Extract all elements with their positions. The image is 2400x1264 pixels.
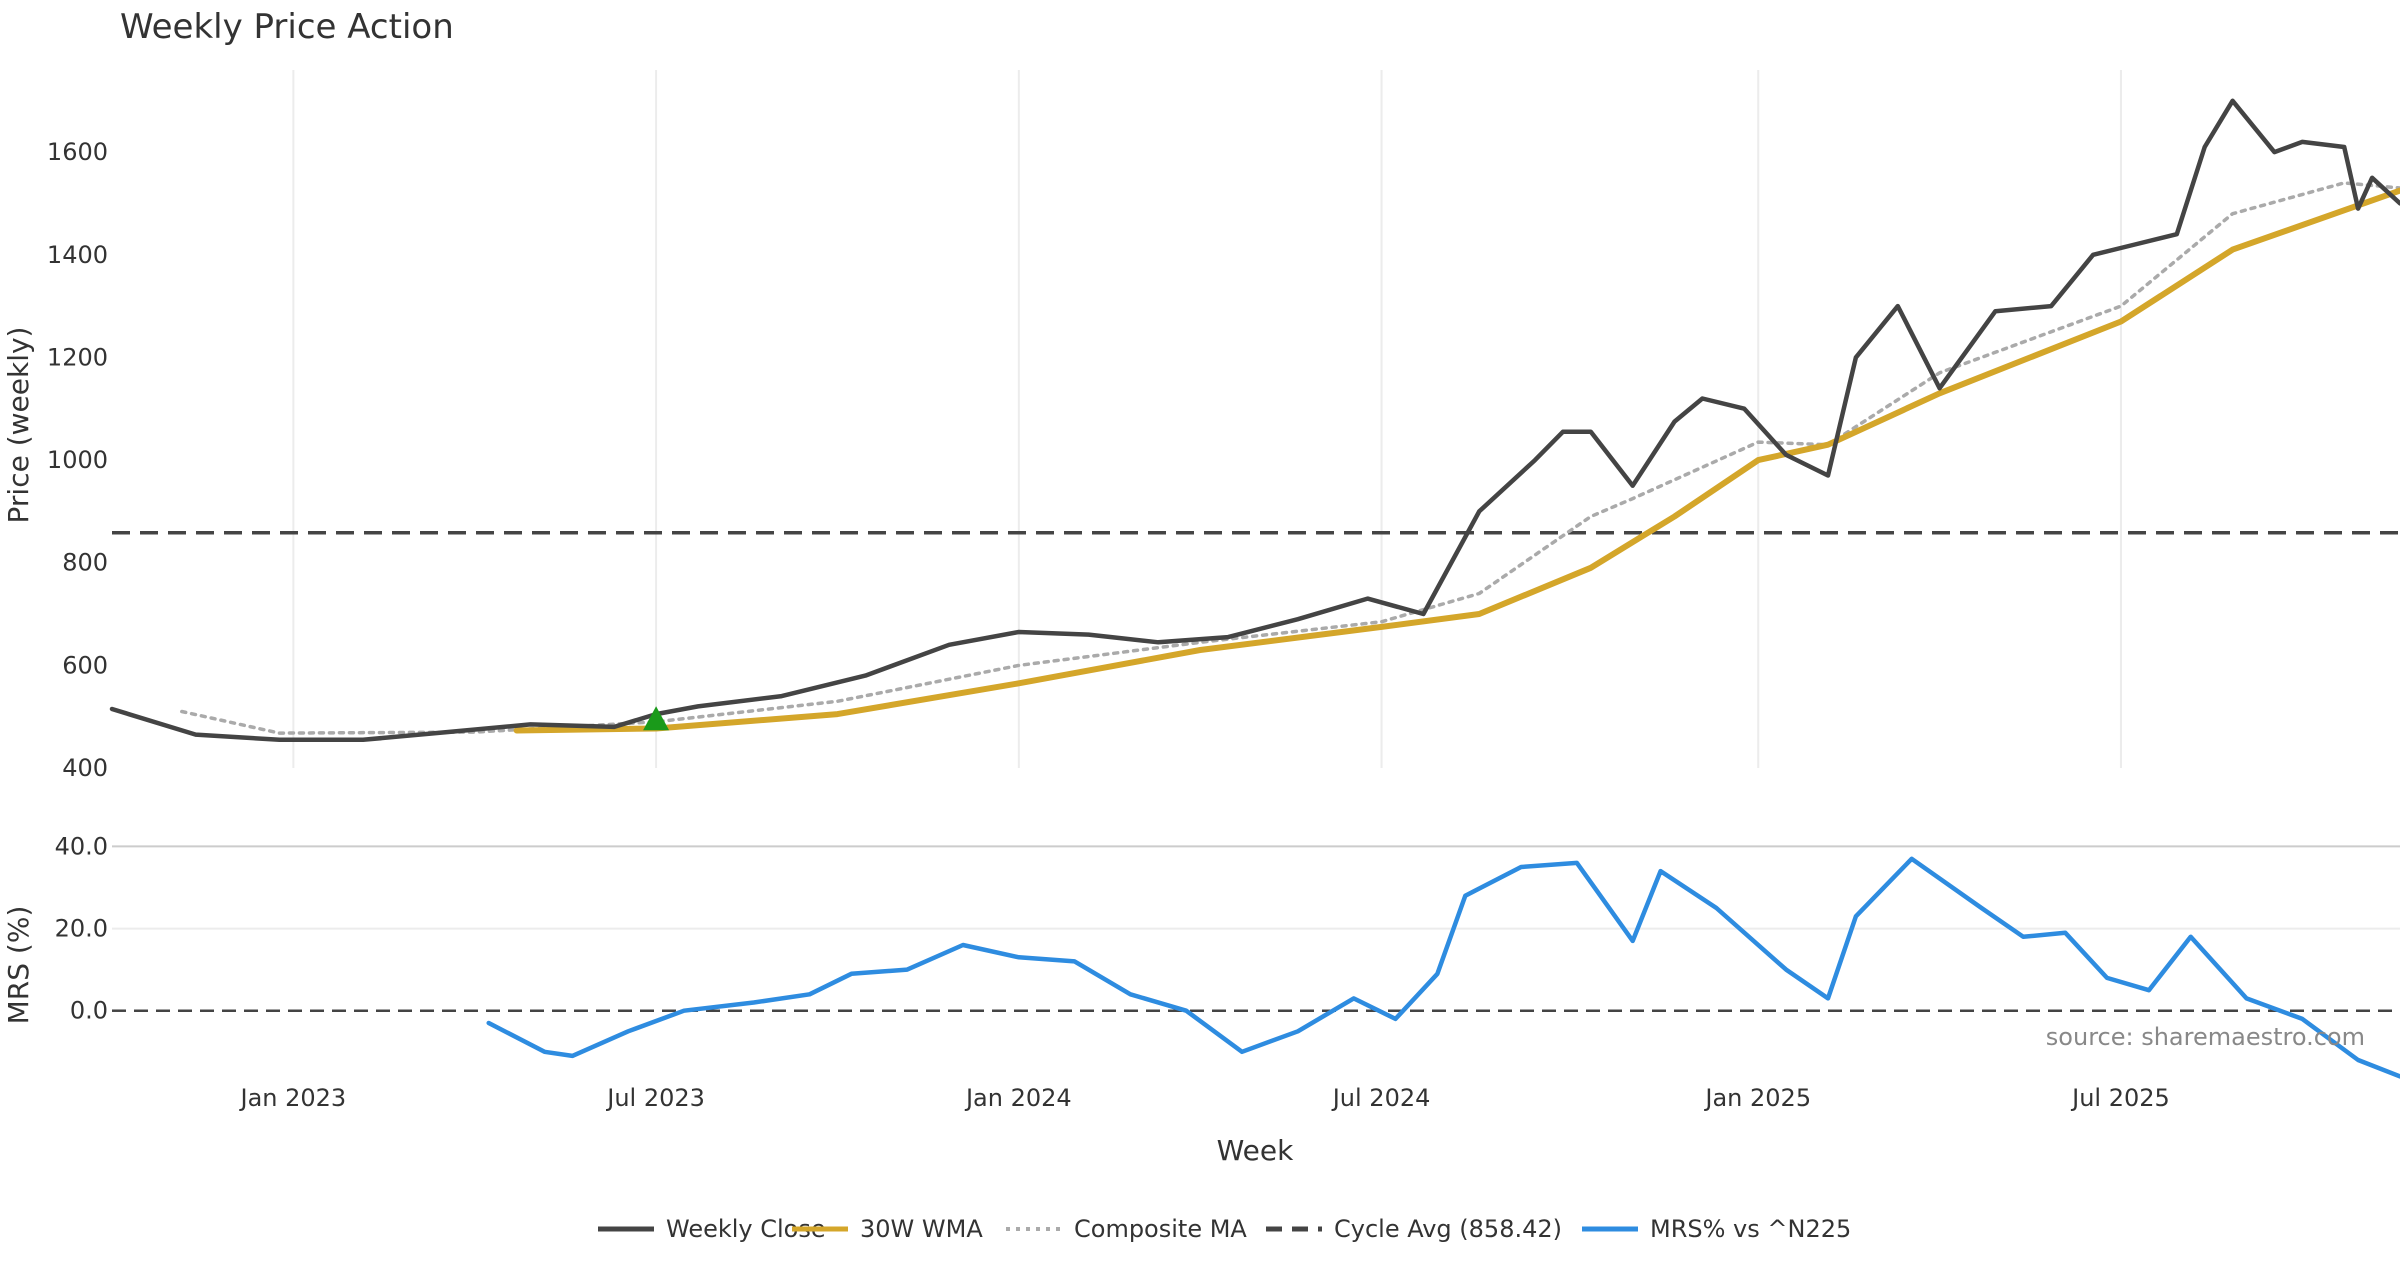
price-y-axis-title: Price (weekly) <box>2 327 35 524</box>
price-y-tick-label: 1600 <box>47 138 108 166</box>
price-y-tick-label: 800 <box>62 549 108 577</box>
series-line-30w-wma <box>513 187 2400 734</box>
source-note: source: sharemaestro.com <box>2046 1023 2365 1051</box>
x-axis-title: Week <box>1217 1134 1294 1167</box>
series-layer <box>109 98 2400 1079</box>
x-tick-label: Jul 2024 <box>1331 1084 1431 1112</box>
legend: Weekly Close 30W WMA Composite MA Cycle Avg… <box>598 1215 1851 1243</box>
price-y-ticks: 400 600 800 1000 1200 1400 1600 <box>47 138 108 782</box>
price-y-tick-label: 1400 <box>47 241 108 269</box>
price-y-tick-label: 1000 <box>47 446 108 474</box>
mrs-y-tick-label: 0.0 <box>70 997 108 1025</box>
x-tick-label: Jan 2023 <box>239 1084 347 1112</box>
series-line-weekly-close <box>109 98 2400 743</box>
legend-label: Cycle Avg (858.42) <box>1334 1215 1562 1243</box>
x-axis-ticks: Jan 2023 Jul 2023 Jan 2024 Jul 2024 Jan 2025… <box>239 1084 2170 1112</box>
signal-triangle-marker <box>643 706 670 731</box>
x-tick-label: Jul 2025 <box>2070 1084 2170 1112</box>
grid-layer <box>112 70 2400 930</box>
legend-label: 30W WMA <box>860 1215 983 1243</box>
x-tick-label: Jan 2025 <box>1703 1084 1811 1112</box>
price-y-tick-label: 600 <box>62 651 108 679</box>
x-tick-label: Jan 2024 <box>964 1084 1072 1112</box>
price-y-tick-label: 1200 <box>47 343 108 371</box>
series-line-mrs-vs-n225 <box>486 856 2400 1079</box>
mrs-y-ticks: 0.0 20.0 40.0 <box>55 832 108 1024</box>
price-y-tick-label: 400 <box>62 754 108 782</box>
chart-title: Weekly Price Action <box>120 7 454 47</box>
legend-label: Composite MA <box>1074 1215 1247 1243</box>
mrs-y-tick-label: 20.0 <box>55 915 108 943</box>
mrs-y-tick-label: 40.0 <box>55 832 108 860</box>
legend-label: MRS% vs ^N225 <box>1650 1215 1851 1243</box>
x-tick-label: Jul 2023 <box>605 1084 705 1112</box>
mrs-y-axis-title: MRS (%) <box>2 906 35 1025</box>
series-line-composite-ma <box>180 181 2400 735</box>
